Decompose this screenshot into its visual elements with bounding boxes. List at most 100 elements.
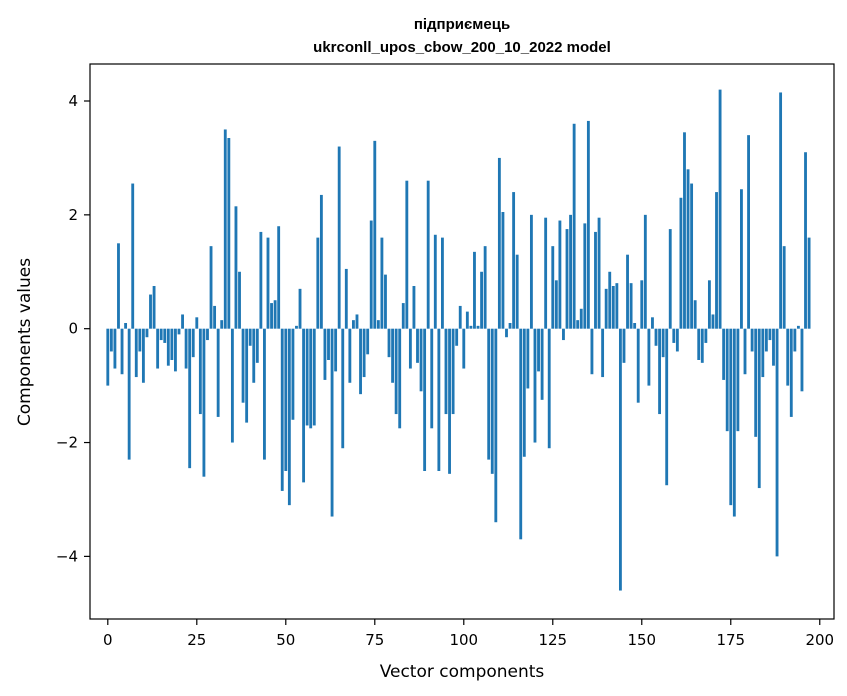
- bar-17: [166, 328, 170, 366]
- bar-90: [426, 180, 430, 329]
- x-tick-label: 200: [805, 631, 834, 649]
- bar-26: [198, 328, 202, 415]
- bar-162: [683, 132, 686, 329]
- bar-12: [149, 294, 152, 329]
- bar-129: [565, 229, 569, 329]
- x-axis-ticks: 0 25 50 75 100 125 150 175 200: [103, 619, 834, 649]
- bar-35: [230, 328, 234, 443]
- y-tick-label: 2: [68, 206, 78, 224]
- bar-179: [743, 328, 747, 375]
- bar-68: [348, 328, 352, 383]
- bar-112: [505, 328, 508, 338]
- bar-65: [337, 146, 341, 329]
- bar-148: [633, 323, 637, 329]
- bar-113: [508, 323, 512, 329]
- bar-43: [259, 231, 263, 329]
- bar-168: [704, 328, 708, 343]
- bar-165: [693, 300, 697, 329]
- bar-89: [423, 328, 427, 471]
- bar-3: [117, 243, 120, 329]
- bar-170: [711, 314, 715, 329]
- bar-72: [362, 328, 366, 378]
- bar-139: [601, 328, 605, 378]
- bar-69: [352, 320, 355, 329]
- bar-127: [558, 220, 562, 329]
- bar-137: [594, 231, 597, 329]
- x-tick-label: 175: [716, 631, 745, 649]
- bar-61: [323, 328, 327, 380]
- bar-96: [448, 328, 451, 474]
- bar-136: [590, 328, 594, 375]
- bar-38: [241, 328, 245, 403]
- bar-54: [298, 288, 302, 329]
- bar-145: [622, 328, 626, 363]
- bar-167: [700, 328, 704, 363]
- bar-185: [764, 328, 768, 352]
- bar-178: [740, 189, 743, 329]
- bar-93: [437, 328, 441, 471]
- x-tick-label: 75: [365, 631, 384, 649]
- bar-187: [772, 328, 775, 366]
- bar-118: [526, 328, 530, 389]
- bar-7: [131, 183, 135, 329]
- y-tick-label: −2: [56, 434, 78, 452]
- bar-95: [444, 328, 448, 415]
- x-tick-label: 150: [627, 631, 656, 649]
- bar-124: [547, 328, 551, 449]
- bar-14: [156, 328, 160, 369]
- bar-75: [373, 140, 377, 329]
- plot-frame: [89, 63, 835, 620]
- bar-37: [238, 271, 241, 329]
- bar-70: [355, 314, 359, 329]
- bar-128: [562, 328, 565, 341]
- x-tick-label: 100: [449, 631, 478, 649]
- bar-1: [109, 328, 113, 352]
- bar-78: [384, 274, 387, 329]
- bar-182: [754, 328, 758, 437]
- bar-140: [604, 288, 608, 329]
- bar-41: [252, 328, 256, 383]
- bar-85: [408, 328, 412, 369]
- bar-122: [540, 328, 544, 400]
- bar-66: [341, 328, 345, 449]
- bar-33: [223, 129, 227, 329]
- bar-74: [369, 220, 373, 329]
- bar-116: [519, 328, 523, 540]
- bar-184: [761, 328, 765, 378]
- bar-107: [487, 328, 491, 460]
- bar-98: [455, 328, 459, 346]
- bar-0: [106, 328, 110, 386]
- bar-55: [302, 328, 306, 483]
- bar-166: [697, 328, 701, 360]
- bar-131: [572, 123, 576, 329]
- bar-102: [469, 325, 473, 329]
- bar-39: [245, 328, 249, 423]
- bar-63: [330, 328, 334, 517]
- bar-6: [127, 328, 131, 460]
- bar-99: [458, 305, 462, 329]
- bar-27: [202, 328, 206, 477]
- bar-24: [191, 328, 195, 358]
- bar-series: [106, 89, 811, 591]
- bar-92: [433, 234, 437, 329]
- bar-103: [473, 251, 476, 329]
- bar-132: [576, 320, 580, 329]
- bar-29: [209, 246, 213, 329]
- bar-133: [579, 308, 583, 329]
- bar-32: [220, 320, 224, 329]
- bar-91: [430, 328, 434, 429]
- bar-161: [679, 197, 683, 329]
- bar-174: [725, 328, 729, 432]
- bar-81: [394, 328, 398, 415]
- bar-73: [366, 328, 370, 355]
- bar-158: [668, 229, 672, 329]
- bar-108: [490, 328, 494, 474]
- bar-83: [401, 303, 405, 329]
- bar-157: [665, 328, 669, 486]
- bar-141: [608, 271, 612, 329]
- bar-50: [284, 328, 288, 471]
- bar-86: [412, 286, 416, 329]
- bar-2: [113, 328, 117, 369]
- chart-title-line-1: підприємець: [414, 16, 510, 33]
